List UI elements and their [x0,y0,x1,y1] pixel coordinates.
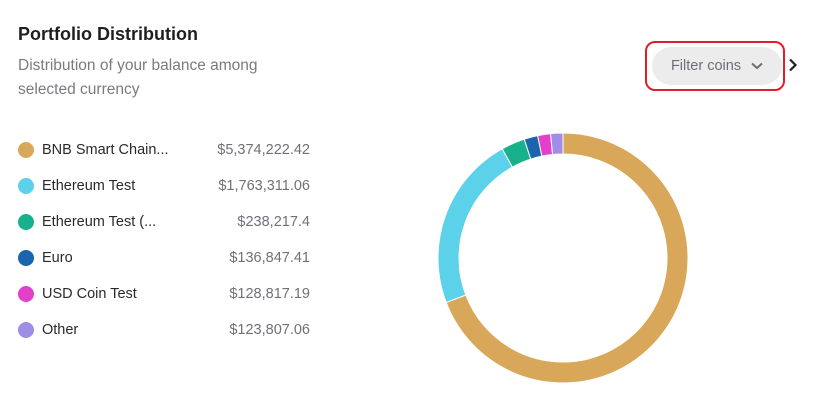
legend-label: USD Coin Test [42,286,137,302]
legend-label: Ethereum Test [42,178,136,194]
filter-coins-label: Filter coins [670,58,742,74]
donut-slice-bnb-smart-chain[interactable] [445,132,689,384]
legend-label: Other [42,322,79,338]
filter-coins-button[interactable]: Filter coins [652,47,782,85]
legend: BNB Smart Chain... $5,374,222.42 Ethereum … [18,132,310,348]
legend-item[interactable]: Euro $136,847.41 [18,240,310,276]
highlight-box [645,41,785,91]
legend-item[interactable]: USD Coin Test $128,817.19 [18,276,310,312]
legend-color-dot [18,250,34,266]
legend-color-dot [18,286,34,302]
legend-color-dot [18,142,34,158]
legend-item[interactable]: BNB Smart Chain... $5,374,222.42 [18,132,310,168]
legend-value: $136,847.41 [229,250,310,266]
chevron-down-icon [751,62,763,70]
portfolio-donut-chart [437,132,689,384]
donut-slice-other[interactable] [549,132,564,156]
legend-item[interactable]: Ethereum Test (... $238,217.4 [18,204,310,240]
legend-value: $123,807.06 [229,322,310,338]
legend-label: BNB Smart Chain... [42,142,169,158]
legend-color-dot [18,322,34,338]
legend-color-dot [18,178,34,194]
legend-item[interactable]: Other $123,807.06 [18,312,310,348]
chevron-right-icon[interactable] [788,56,798,77]
legend-item[interactable]: Ethereum Test $1,763,311.06 [18,168,310,204]
legend-value: $238,217.4 [237,214,310,230]
legend-label: Ethereum Test (... [42,214,157,230]
page-subtitle: Distribution of your balance among selec… [18,57,258,98]
legend-value: $128,817.19 [229,286,310,302]
legend-value: $1,763,311.06 [218,178,310,194]
legend-color-dot [18,214,34,230]
page-title: Portfolio Distribution [18,24,198,44]
legend-value: $5,374,222.42 [217,142,310,158]
legend-label: Euro [42,250,73,266]
donut-slice-ethereum-test[interactable] [437,148,514,304]
